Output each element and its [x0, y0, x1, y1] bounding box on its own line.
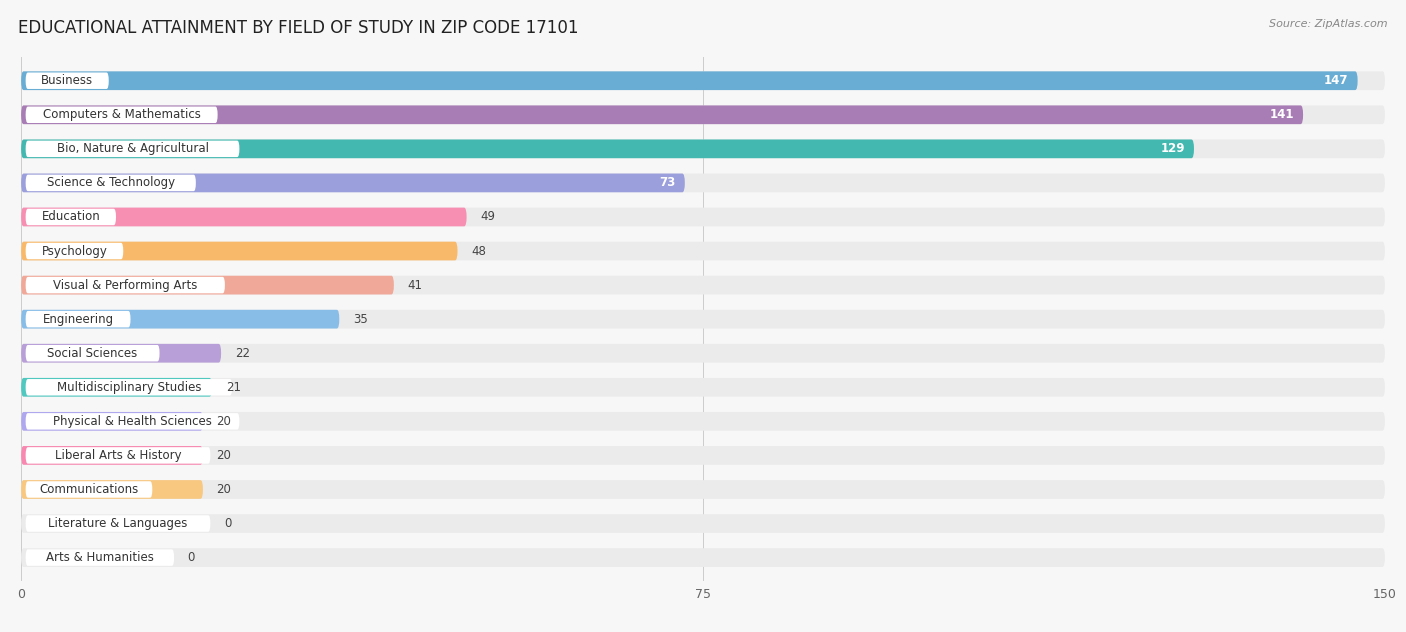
Text: Psychology: Psychology	[42, 245, 107, 257]
FancyBboxPatch shape	[21, 446, 1385, 465]
Text: Engineering: Engineering	[42, 313, 114, 325]
FancyBboxPatch shape	[21, 344, 221, 363]
Text: Multidisciplinary Studies: Multidisciplinary Studies	[56, 381, 201, 394]
FancyBboxPatch shape	[25, 413, 239, 430]
FancyBboxPatch shape	[25, 243, 124, 259]
FancyBboxPatch shape	[21, 140, 1194, 158]
Text: 48: 48	[471, 245, 486, 257]
FancyBboxPatch shape	[25, 379, 232, 396]
FancyBboxPatch shape	[25, 277, 225, 293]
Text: 141: 141	[1270, 108, 1294, 121]
FancyBboxPatch shape	[21, 378, 1385, 397]
Text: Communications: Communications	[39, 483, 139, 496]
FancyBboxPatch shape	[21, 106, 1385, 124]
FancyBboxPatch shape	[25, 549, 174, 566]
FancyBboxPatch shape	[21, 378, 212, 397]
Text: Computers & Mathematics: Computers & Mathematics	[42, 108, 201, 121]
Text: 20: 20	[217, 483, 232, 496]
Text: Social Sciences: Social Sciences	[48, 347, 138, 360]
Text: 41: 41	[408, 279, 423, 291]
FancyBboxPatch shape	[21, 310, 339, 329]
Text: Bio, Nature & Agricultural: Bio, Nature & Agricultural	[56, 142, 208, 155]
Text: 20: 20	[217, 449, 232, 462]
Text: Liberal Arts & History: Liberal Arts & History	[55, 449, 181, 462]
Text: Business: Business	[41, 74, 93, 87]
FancyBboxPatch shape	[25, 447, 211, 464]
FancyBboxPatch shape	[21, 241, 1385, 260]
Text: Literature & Languages: Literature & Languages	[48, 517, 187, 530]
FancyBboxPatch shape	[25, 481, 152, 498]
FancyBboxPatch shape	[21, 241, 457, 260]
FancyBboxPatch shape	[21, 480, 1385, 499]
FancyBboxPatch shape	[25, 209, 117, 225]
Text: 129: 129	[1160, 142, 1185, 155]
FancyBboxPatch shape	[21, 207, 1385, 226]
Text: 20: 20	[217, 415, 232, 428]
FancyBboxPatch shape	[25, 174, 195, 191]
Text: 35: 35	[353, 313, 368, 325]
FancyBboxPatch shape	[21, 174, 685, 192]
FancyBboxPatch shape	[21, 140, 1385, 158]
FancyBboxPatch shape	[21, 106, 1303, 124]
Text: 49: 49	[481, 210, 495, 224]
FancyBboxPatch shape	[25, 515, 211, 532]
Text: Physical & Health Sciences: Physical & Health Sciences	[53, 415, 212, 428]
Text: 147: 147	[1324, 74, 1348, 87]
Text: Visual & Performing Arts: Visual & Performing Arts	[53, 279, 197, 291]
Text: Arts & Humanities: Arts & Humanities	[46, 551, 153, 564]
Text: Education: Education	[41, 210, 100, 224]
FancyBboxPatch shape	[21, 548, 1385, 567]
FancyBboxPatch shape	[21, 446, 202, 465]
FancyBboxPatch shape	[25, 107, 218, 123]
FancyBboxPatch shape	[21, 174, 1385, 192]
FancyBboxPatch shape	[25, 311, 131, 327]
Text: 73: 73	[659, 176, 676, 190]
FancyBboxPatch shape	[21, 207, 467, 226]
FancyBboxPatch shape	[21, 344, 1385, 363]
FancyBboxPatch shape	[21, 276, 394, 295]
FancyBboxPatch shape	[21, 480, 202, 499]
FancyBboxPatch shape	[25, 345, 159, 362]
FancyBboxPatch shape	[25, 73, 108, 89]
FancyBboxPatch shape	[21, 412, 202, 431]
Text: 0: 0	[188, 551, 195, 564]
Text: 21: 21	[226, 381, 240, 394]
Text: Science & Technology: Science & Technology	[46, 176, 174, 190]
Text: 22: 22	[235, 347, 250, 360]
FancyBboxPatch shape	[21, 412, 1385, 431]
Text: Source: ZipAtlas.com: Source: ZipAtlas.com	[1270, 19, 1388, 29]
FancyBboxPatch shape	[25, 140, 239, 157]
FancyBboxPatch shape	[21, 71, 1385, 90]
FancyBboxPatch shape	[21, 514, 1385, 533]
FancyBboxPatch shape	[21, 310, 1385, 329]
Text: 0: 0	[224, 517, 232, 530]
Text: EDUCATIONAL ATTAINMENT BY FIELD OF STUDY IN ZIP CODE 17101: EDUCATIONAL ATTAINMENT BY FIELD OF STUDY…	[18, 19, 579, 37]
FancyBboxPatch shape	[21, 71, 1358, 90]
FancyBboxPatch shape	[21, 276, 1385, 295]
